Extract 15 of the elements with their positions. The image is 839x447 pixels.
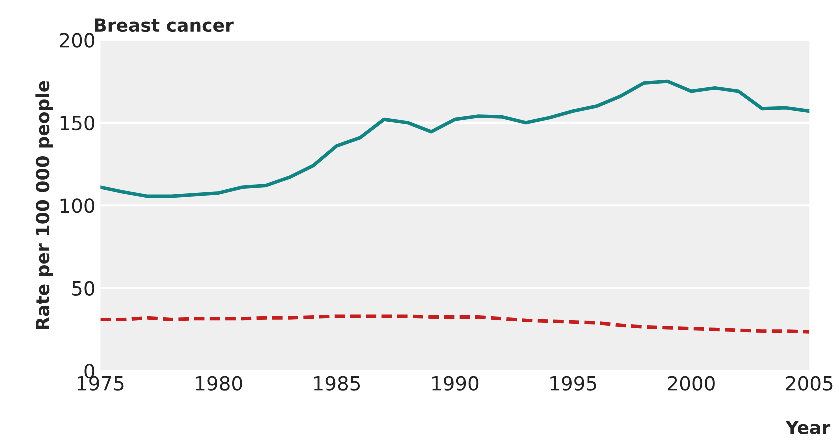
x-axis-title: Year bbox=[786, 421, 831, 435]
y-tick-label: 150 bbox=[60, 116, 95, 131]
y-tick-label: 200 bbox=[60, 33, 95, 48]
x-tick-label: 1985 bbox=[314, 376, 360, 391]
line-series bbox=[100, 314, 810, 334]
x-tick-label: 1990 bbox=[432, 376, 479, 391]
y-axis-title: Rate per 100 000 people bbox=[36, 81, 54, 330]
y-tick-label: 50 bbox=[72, 281, 95, 296]
line-series bbox=[100, 80, 810, 198]
x-tick-label: 2000 bbox=[668, 376, 715, 391]
x-tick-label: 1980 bbox=[196, 376, 242, 391]
y-tick-label: 100 bbox=[60, 198, 95, 214]
x-tick-label: 2005 bbox=[786, 376, 833, 391]
chart-title: Breast cancer bbox=[95, 18, 234, 32]
x-tick-label: 1995 bbox=[550, 376, 596, 391]
